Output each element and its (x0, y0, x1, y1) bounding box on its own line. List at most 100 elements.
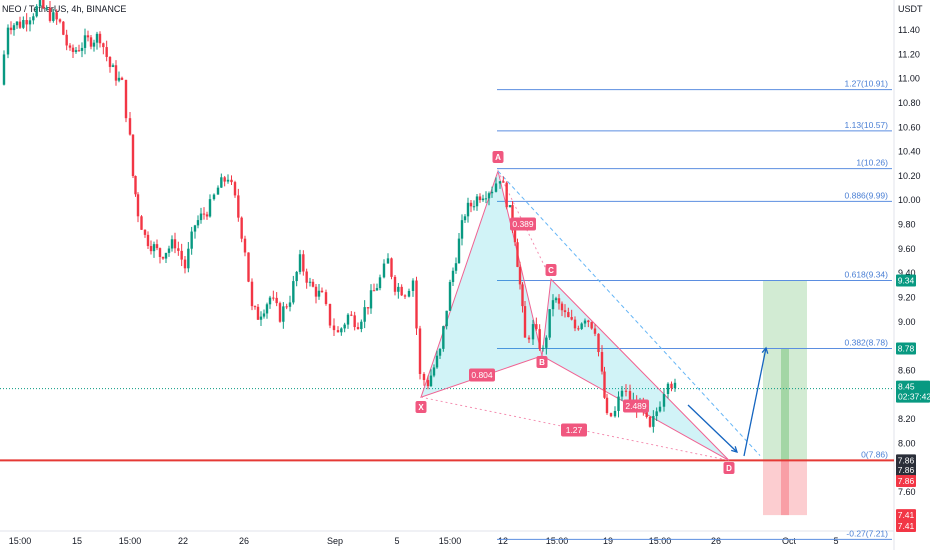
price-tag (896, 475, 916, 488)
candle-body (505, 182, 508, 208)
candle-body (136, 194, 140, 217)
candle-body (422, 373, 426, 381)
candle-body (265, 304, 269, 314)
candle-body (513, 228, 517, 243)
candle-body (256, 306, 260, 320)
y-tick-label: 10.80 (898, 98, 921, 108)
candle-body (481, 198, 485, 201)
candle-body (120, 77, 124, 80)
candle-body (193, 225, 197, 232)
candle-body (42, 0, 45, 9)
x-tick-label: 19 (603, 536, 613, 546)
candle-body (670, 383, 673, 389)
trend-dashed-line (497, 170, 761, 456)
candle-body (666, 383, 670, 395)
y-tick-label: 8.20 (898, 414, 916, 424)
y-tick-label: 11.00 (898, 74, 920, 84)
candle-body (498, 181, 502, 184)
price-tag-label: 7.86 (898, 476, 915, 486)
price-tag-label: 7.86 (898, 455, 915, 465)
candle-body (202, 213, 206, 215)
candle-body (429, 375, 433, 387)
candle-body (253, 306, 257, 308)
candle-body (652, 416, 655, 427)
candle-body (102, 43, 105, 48)
candle-body (131, 134, 135, 176)
candle-body (128, 118, 132, 135)
candle-body (375, 288, 379, 291)
candle-body (478, 196, 482, 201)
fib-level-label: 1.27(10.91) (845, 79, 889, 89)
candle-body (332, 325, 336, 331)
candle-body (554, 298, 558, 301)
up-arrow-head (761, 346, 769, 354)
candle-body (190, 231, 193, 249)
candle-body (12, 25, 16, 31)
candle-body (205, 214, 209, 217)
candle-body (305, 271, 308, 283)
candle-body (620, 390, 624, 397)
candle-body (237, 195, 240, 218)
down-arrow-head (731, 446, 738, 453)
candle-body (259, 316, 263, 320)
candle-body (597, 333, 600, 353)
ratio-badge (469, 368, 495, 382)
x-tick-label: 15:00 (546, 536, 569, 546)
candle-body (386, 258, 390, 264)
pattern-point-label: A (495, 153, 501, 162)
candle-body (285, 306, 288, 308)
candle-body (65, 34, 68, 46)
candle-body (45, 7, 48, 9)
candle-body (268, 297, 272, 305)
price-tag (896, 509, 916, 522)
y-tick-label: 10.40 (898, 147, 921, 157)
candle-body (560, 303, 564, 311)
ratio-badge (561, 423, 587, 437)
candle-body (92, 42, 96, 47)
candle-body (278, 303, 282, 322)
candle-body (89, 37, 93, 47)
fib-level-label: 0.886(9.99) (845, 190, 889, 200)
x-tick-label: 15:00 (9, 536, 32, 546)
candle-body (80, 47, 84, 51)
price-tag-label: 7.86 (898, 465, 915, 475)
candle-body (161, 256, 165, 259)
candle-body (226, 179, 230, 182)
candle-body (158, 248, 162, 257)
y-tick-label: 9.60 (898, 244, 916, 254)
candle-body (340, 328, 343, 333)
candle-body (494, 183, 498, 192)
candle-body (124, 79, 128, 119)
candle-body (557, 298, 561, 304)
candle-body (48, 7, 52, 21)
target-zone-inner (781, 348, 789, 461)
fib-level-label: 0.382(8.78) (845, 338, 889, 348)
price-tag-label: 7.41 (898, 510, 915, 520)
x-tick-label: Sep (327, 536, 343, 546)
candle-body (38, 0, 42, 7)
ratio-label: 0.389 (512, 219, 534, 229)
candle-body (605, 397, 609, 414)
candle-body (62, 21, 65, 35)
x-tick-label: 15:00 (649, 536, 672, 546)
candle-body (105, 47, 108, 57)
candle-body (240, 217, 243, 239)
candle-body (415, 280, 418, 329)
candle-body (134, 175, 137, 195)
candle-body (662, 394, 666, 407)
candle-body (250, 281, 254, 307)
candle-body (570, 317, 573, 320)
candle-body (83, 35, 87, 48)
up-arrow (743, 347, 767, 457)
candle-body (111, 65, 115, 67)
candle-body (328, 303, 332, 326)
pattern-point-label: B (539, 358, 545, 367)
candle-body (167, 248, 171, 253)
candle-body (407, 290, 411, 297)
candle-body (432, 367, 436, 376)
candle-body (484, 198, 488, 200)
candle-body (292, 281, 295, 303)
down-arrow (687, 404, 738, 453)
candle-body (511, 205, 514, 229)
